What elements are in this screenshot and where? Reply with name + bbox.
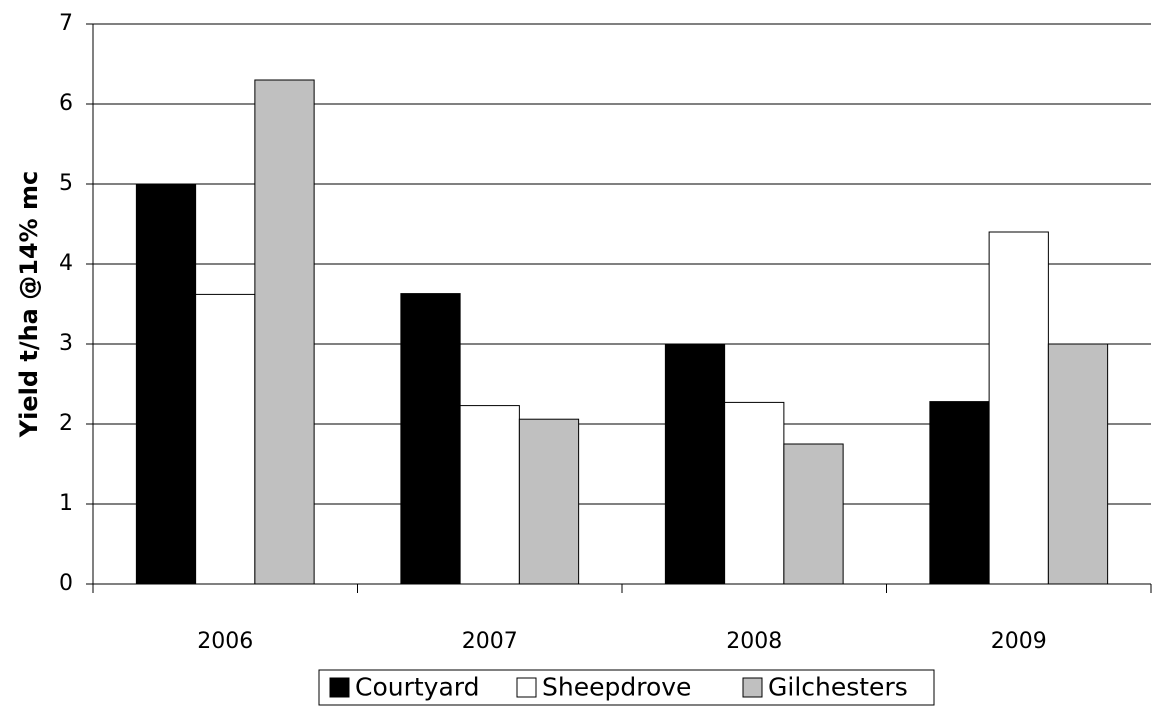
legend-label-gilchesters: Gilchesters [768, 673, 908, 702]
y-tick-label: 3 [59, 331, 73, 356]
bar-sheepdrove-2006 [195, 293, 256, 585]
legend-swatch-courtyard [329, 677, 350, 698]
bar-sheepdrove-2009 [988, 231, 1049, 585]
bars [135, 79, 1109, 585]
bar-courtyard-2007 [400, 293, 461, 585]
bar-courtyard-2009 [929, 401, 990, 585]
bar-sheepdrove-2008 [724, 401, 785, 585]
y-axis-title: Yield t/ha @14% mc [15, 171, 43, 439]
y-tick-label: 2 [59, 411, 73, 436]
legend-label-courtyard: Courtyard [355, 673, 480, 702]
x-tick-label: 2007 [462, 629, 518, 654]
bar-gilchesters-2006 [254, 79, 315, 585]
y-tick-label: 0 [59, 571, 73, 596]
bar-courtyard-2008 [664, 343, 726, 585]
bar-gilchesters-2008 [783, 443, 844, 585]
bar-sheepdrove-2007 [459, 405, 520, 585]
x-tick-label: 2009 [991, 629, 1047, 654]
x-tick-label: 2006 [197, 629, 253, 654]
y-tick-label: 5 [59, 171, 73, 196]
legend: Courtyard Sheepdrove Gilchesters [318, 669, 935, 706]
y-tick-label: 1 [59, 491, 73, 516]
legend-label-sheepdrove: Sheepdrove [542, 673, 691, 702]
bar-gilchesters-2009 [1047, 343, 1109, 585]
legend-swatch-sheepdrove [516, 677, 537, 698]
y-tick-label: 6 [59, 91, 73, 116]
bar-gilchesters-2007 [518, 418, 580, 585]
axes [86, 23, 1152, 593]
x-tick-label: 2008 [726, 629, 782, 654]
legend-swatch-gilchesters [742, 677, 763, 698]
axis-labels: 0 1 2 3 4 5 6 7 2006 2007 2008 2009 [59, 11, 1047, 654]
bar-courtyard-2006 [135, 183, 197, 585]
y-tick-label: 7 [59, 11, 73, 36]
y-tick-label: 4 [59, 251, 73, 276]
legend-box [318, 669, 935, 706]
